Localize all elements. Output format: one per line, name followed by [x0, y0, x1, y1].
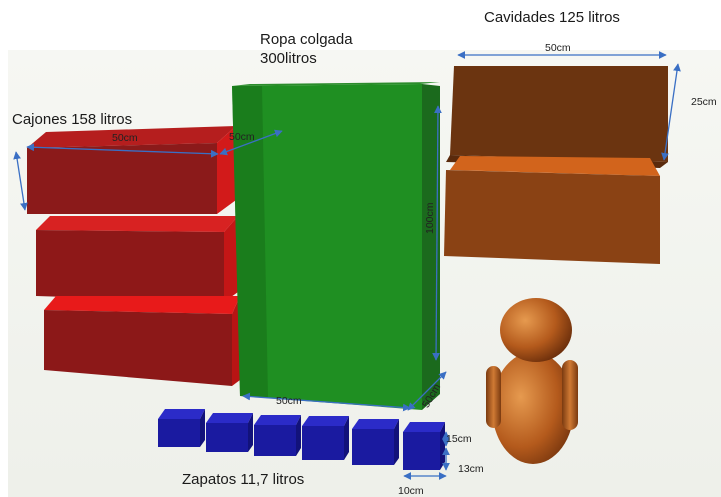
cavidades-label: Cavidades 125 litros: [484, 9, 620, 26]
zapato-box-4: [302, 416, 349, 460]
cavidad-2-top: [450, 156, 660, 176]
ropa-top: [232, 82, 440, 86]
ropa-depth-arrow: [407, 371, 447, 411]
cajones-depth-arrow: [219, 129, 283, 156]
ropa-width-arrow: [242, 392, 411, 412]
zapato-box-2: [206, 413, 253, 452]
cajones-height-arrow: [13, 151, 28, 211]
cajones-depth-label: 50cm: [229, 131, 255, 143]
ropa-group: [232, 82, 440, 410]
cajon-3-front: [44, 310, 232, 386]
zapatos-group: [158, 409, 445, 470]
figure-head: [500, 298, 572, 362]
cajon-2-front: [36, 230, 224, 302]
figure-arm-right: [562, 360, 578, 430]
cavidades-height-label: 25cm: [691, 96, 717, 108]
zapatos-height-label: 15cm: [446, 433, 472, 445]
cajon-2-top: [36, 216, 238, 232]
cajon-1-top: [27, 126, 236, 148]
zapatos-depth-label: 13cm: [458, 463, 484, 475]
cajon-3-top: [44, 296, 240, 314]
ropa-front: [232, 84, 422, 410]
ropa-height-label: 100cm: [424, 202, 436, 234]
person-figure: [486, 298, 578, 464]
cajones-width-label: 50cm: [112, 132, 138, 144]
cavidad-1-front: [450, 66, 668, 162]
cavidades-width-label: 50cm: [545, 42, 571, 54]
dimension-arrows: [13, 51, 681, 480]
cajones-group: [27, 126, 240, 386]
zapato-box-1: [158, 409, 205, 447]
figure-body: [492, 352, 574, 464]
cavidades-height-arrow: [661, 63, 681, 161]
ropa-label-line2: 300litros: [260, 50, 317, 67]
ropa-height-arrow: [432, 105, 442, 361]
zapato-box-3: [254, 415, 301, 456]
ropa-label-line1: Ropa colgada: [260, 31, 353, 48]
cajones-width-arrow: [26, 143, 219, 158]
cajones-label: Cajones 158 litros: [12, 111, 133, 128]
zapato-box-6: [403, 422, 445, 470]
figure-arm-left: [486, 366, 501, 428]
zapatos-width-label: 10cm: [398, 485, 424, 497]
zapato-box-5: [352, 419, 399, 465]
ropa-width-label: 50cm: [276, 395, 302, 407]
cavidad-2-front: [444, 170, 660, 264]
zapatos-label: Zapatos 11,7 litros: [182, 471, 305, 488]
cajon-1-front: [27, 143, 217, 214]
ropa-shade: [232, 86, 268, 398]
cajon-2-side: [224, 216, 238, 302]
cavidades-group: [444, 66, 668, 264]
